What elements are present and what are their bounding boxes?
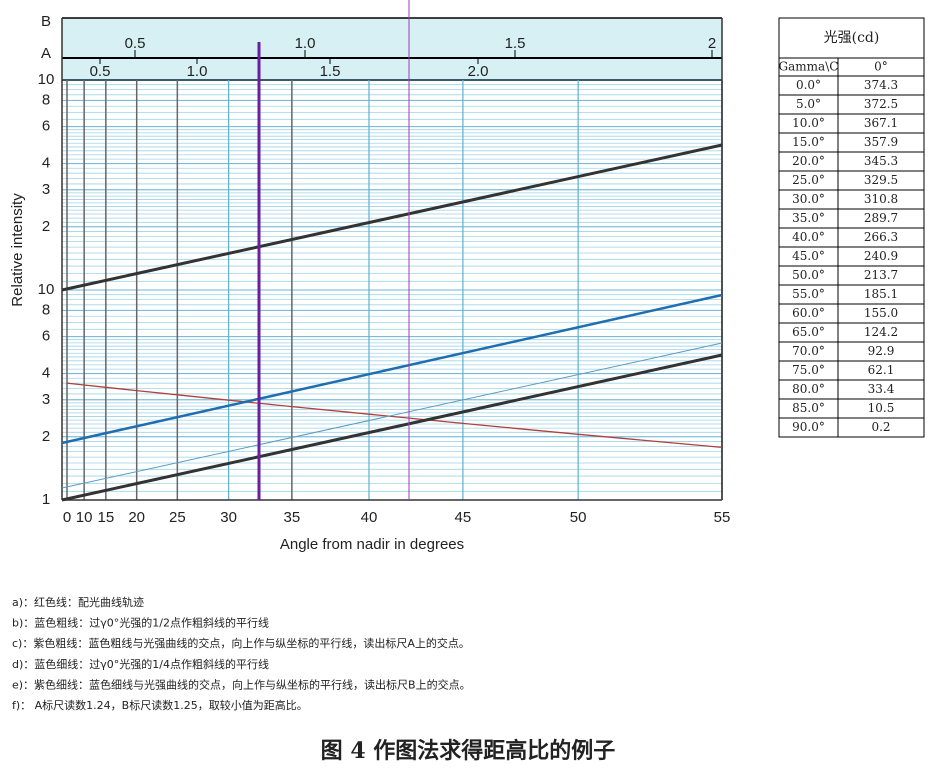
y-tick-label: 1 <box>42 491 50 508</box>
y-tick-label: 3 <box>42 391 50 408</box>
reference-line <box>61 143 723 292</box>
table-cell: 266.3 <box>864 230 898 244</box>
note: e)：紫色细线：蓝色细线与光强曲线的交点，向上作与纵坐标的平行线，读出标尺B上的… <box>12 677 471 691</box>
note: d)：蓝色细线：过γ0°光强的1/4点作粗斜线的平行线 <box>12 657 269 671</box>
table-cell: 70.0° <box>792 344 825 358</box>
x-tick-label: 10 <box>76 509 93 526</box>
scale-label: 1.0 <box>295 35 316 52</box>
table-cell: 5.0° <box>796 97 821 111</box>
reference-line <box>61 353 723 502</box>
table-cell: 374.3 <box>864 78 898 92</box>
y-tick-label: 8 <box>42 301 50 318</box>
table-cell: 329.5 <box>864 173 898 187</box>
table-cell: 40.0° <box>792 230 825 244</box>
y-tick-label: 10 <box>38 71 55 88</box>
x-tick-label: 25 <box>169 509 186 526</box>
table-cell: 345.3 <box>864 154 898 168</box>
table-cell: 62.1 <box>868 363 895 377</box>
table-cell: 10.5 <box>868 401 895 415</box>
scale-label: 2.0 <box>468 63 489 80</box>
y-tick-label: 6 <box>42 118 50 135</box>
y-tick-label: 2 <box>42 218 50 235</box>
scale-name: A <box>41 45 51 62</box>
x-axis-label: Angle from nadir in degrees <box>280 536 464 553</box>
y-axis-label: Relative intensity <box>9 193 26 307</box>
y-tick-label: 2 <box>42 428 50 445</box>
table-cell: 33.4 <box>868 382 895 396</box>
table-cell: 90.0° <box>792 420 825 434</box>
table-cell: 85.0° <box>792 401 825 415</box>
table-title: 光强(cd) <box>824 30 880 46</box>
table-cell: 357.9 <box>864 135 898 149</box>
note: c)：紫色粗线：蓝色粗线与光强曲线的交点，向上作与纵坐标的平行线，读出标尺A上的… <box>12 636 470 650</box>
intensity-curve <box>66 382 723 449</box>
table-header: 0° <box>874 60 888 74</box>
x-tick-label: 55 <box>714 509 731 526</box>
y-tick-label: 10 <box>38 281 55 298</box>
x-tick-label: 45 <box>455 509 472 526</box>
x-tick-label: 35 <box>284 509 301 526</box>
table-cell: 20.0° <box>792 154 825 168</box>
table-cell: 45.0° <box>792 249 825 263</box>
table-cell: 60.0° <box>792 306 825 320</box>
table-cell: 367.1 <box>864 116 898 130</box>
table-cell: 124.2 <box>864 325 898 339</box>
table-cell: 92.9 <box>868 344 895 358</box>
x-tick-label: 0 <box>63 509 71 526</box>
y-tick-label: 8 <box>42 91 50 108</box>
scale-label: 0.5 <box>90 63 111 80</box>
table-cell: 55.0° <box>792 287 825 301</box>
table-header: Gamma\C <box>779 60 839 74</box>
table-cell: 80.0° <box>792 382 825 396</box>
scale-label: 1.5 <box>320 63 341 80</box>
table-cell: 10.0° <box>792 116 825 130</box>
table-cell: 35.0° <box>792 211 825 225</box>
table-cell: 75.0° <box>792 363 825 377</box>
y-tick-label: 4 <box>42 365 50 382</box>
note: f)： A标尺读数1.24，B标尺读数1.25，取较小值为距高比。 <box>12 698 308 712</box>
x-tick-label: 40 <box>361 509 378 526</box>
table-cell: 310.8 <box>864 192 898 206</box>
scale-label: 1.0 <box>187 63 208 80</box>
blue-thick-line <box>61 293 723 445</box>
table-cell: 213.7 <box>864 268 898 282</box>
table-cell: 0.0° <box>796 78 821 92</box>
y-tick-label: 6 <box>42 328 50 345</box>
table-cell: 372.5 <box>864 97 898 111</box>
blue-thin-line <box>61 342 723 489</box>
x-tick-label: 20 <box>128 509 145 526</box>
y-tick-label: 4 <box>42 155 50 172</box>
x-tick-label: 50 <box>570 509 587 526</box>
table-cell: 155.0 <box>864 306 898 320</box>
note: b)：蓝色粗线：过γ0°光强的1/2点作粗斜线的平行线 <box>12 616 269 630</box>
scale-band <box>62 18 722 80</box>
y-tick-label: 3 <box>42 181 50 198</box>
x-tick-label: 15 <box>97 509 114 526</box>
table-cell: 15.0° <box>792 135 825 149</box>
x-tick-label: 30 <box>220 509 237 526</box>
scale-label: 1.5 <box>505 35 526 52</box>
caption: 图 4 作图法求得距高比的例子 <box>321 738 616 764</box>
table-cell: 50.0° <box>792 268 825 282</box>
scale-label: 0.5 <box>125 35 146 52</box>
table-cell: 25.0° <box>792 173 825 187</box>
table-cell: 185.1 <box>864 287 898 301</box>
table-cell: 289.7 <box>864 211 898 225</box>
table-cell: 0.2 <box>871 420 890 434</box>
note: a)：红色线：配光曲线轨迹 <box>12 595 144 609</box>
scale-label: 2 <box>708 35 716 52</box>
table-cell: 30.0° <box>792 192 825 206</box>
table-cell: 240.9 <box>864 249 898 263</box>
scale-name: B <box>41 13 51 30</box>
table-cell: 65.0° <box>792 325 825 339</box>
